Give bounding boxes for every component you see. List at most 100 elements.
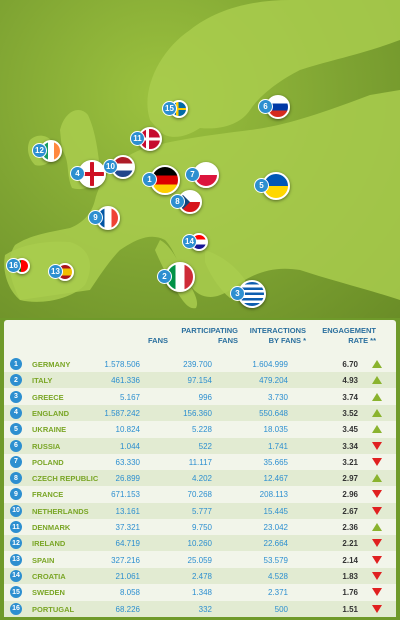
country-name: SWEDEN — [32, 588, 65, 597]
rank-badge: 7 — [10, 456, 22, 468]
map-rank-badge: 7 — [185, 167, 200, 182]
participating-fans-value: 332 — [199, 605, 212, 614]
column-header-engagement-rate: ENGAGEMENT RATE ** — [304, 326, 376, 346]
rank-badge: 1 — [10, 358, 22, 370]
table-row: 16 PORTUGAL 68.226 332 500 1.51 — [4, 601, 396, 617]
fans-value: 26.899 — [116, 474, 140, 483]
trend-up-icon — [372, 523, 382, 531]
interactions-value: 1.604.999 — [252, 360, 288, 369]
country-name: ITALY — [32, 376, 52, 385]
engagement-rate-value: 3.34 — [342, 442, 358, 451]
country-name: CROATIA — [32, 572, 66, 581]
interactions-value: 550.648 — [259, 409, 288, 418]
country-name: DENMARK — [32, 523, 70, 532]
table-row: 14 CROATIA 21.061 2.478 4.528 1.83 — [4, 568, 396, 584]
interactions-value: 1.741 — [268, 442, 288, 451]
fans-value: 13.161 — [116, 507, 140, 516]
table-row: 9 FRANCE 671.153 70.268 208.113 2.96 — [4, 486, 396, 502]
map-rank-badge: 16 — [6, 258, 21, 273]
map-rank-badge: 8 — [170, 194, 185, 209]
column-header-line: FANS — [160, 336, 238, 346]
interactions-value: 479.204 — [259, 376, 288, 385]
rank-badge: 13 — [10, 554, 22, 566]
participating-fans-value: 5.228 — [192, 425, 212, 434]
engagement-rate-value: 3.52 — [342, 409, 358, 418]
trend-up-icon — [372, 409, 382, 417]
rank-badge: 16 — [10, 603, 22, 615]
trend-down-icon — [372, 442, 382, 450]
table-row: 5 UKRAINE 10.824 5.228 18.035 3.45 — [4, 421, 396, 437]
map-rank-badge: 13 — [48, 264, 63, 279]
participating-fans-value: 9.750 — [192, 523, 212, 532]
interactions-value: 15.445 — [264, 507, 288, 516]
engagement-rate-value: 2.14 — [342, 556, 358, 565]
rank-badge: 3 — [10, 391, 22, 403]
participating-fans-value: 10.260 — [188, 539, 212, 548]
interactions-value: 2.371 — [268, 588, 288, 597]
country-name: GREECE — [32, 393, 64, 402]
trend-down-icon — [372, 490, 382, 498]
rank-badge: 9 — [10, 488, 22, 500]
table-row: 13 SPAIN 327.216 25.059 53.579 2.14 — [4, 552, 396, 568]
rank-badge: 11 — [10, 521, 22, 533]
engagement-rate-value: 2.97 — [342, 474, 358, 483]
fans-value: 1.578.506 — [104, 360, 140, 369]
country-name: NETHERLANDS — [32, 507, 89, 516]
country-name: UKRAINE — [32, 425, 66, 434]
country-name: GERMANY — [32, 360, 70, 369]
participating-fans-value: 996 — [199, 393, 212, 402]
interactions-value: 18.035 — [264, 425, 288, 434]
interactions-value: 4.528 — [268, 572, 288, 581]
participating-fans-value: 4.202 — [192, 474, 212, 483]
country-name: CZECH REPUBLIC — [32, 474, 98, 483]
map-rank-badge: 4 — [70, 166, 85, 181]
column-header-line: RATE ** — [304, 336, 376, 346]
fans-value: 63.330 — [116, 458, 140, 467]
engagement-rate-value: 2.21 — [342, 539, 358, 548]
trend-up-icon — [372, 393, 382, 401]
country-name: RUSSIA — [32, 442, 60, 451]
column-header-line: BY FANS * — [230, 336, 306, 346]
participating-fans-value: 70.268 — [188, 490, 212, 499]
participating-fans-value: 25.059 — [188, 556, 212, 565]
trend-up-icon — [372, 360, 382, 368]
map-rank-badge: 5 — [254, 178, 269, 193]
rank-badge: 4 — [10, 407, 22, 419]
table-row: 2 ITALY 461.336 97.154 479.204 4.93 — [4, 372, 396, 388]
rank-badge: 8 — [10, 472, 22, 484]
engagement-rate-value: 4.93 — [342, 376, 358, 385]
interactions-value: 208.113 — [260, 490, 288, 499]
participating-fans-value: 522 — [199, 442, 212, 451]
trend-down-icon — [372, 458, 382, 466]
interactions-value: 35.665 — [264, 458, 288, 467]
rank-badge: 15 — [10, 586, 22, 598]
interactions-value: 3.730 — [268, 393, 288, 402]
fans-value: 1.044 — [120, 442, 140, 451]
table-row: 10 NETHERLANDS 13.161 5.777 15.445 2.67 — [4, 503, 396, 519]
map-rank-badge: 9 — [88, 210, 103, 225]
trend-down-icon — [372, 556, 382, 564]
fans-value: 21.061 — [116, 572, 140, 581]
trend-down-icon — [372, 605, 382, 613]
participating-fans-value: 239.700 — [183, 360, 212, 369]
interactions-value: 22.664 — [264, 539, 288, 548]
engagement-table: FANS PARTICIPATING FANS INTERACTIONS BY … — [4, 320, 396, 617]
participating-fans-value: 5.777 — [192, 507, 212, 516]
map-rank-badge: 1 — [142, 172, 157, 187]
trend-down-icon — [372, 539, 382, 547]
engagement-rate-value: 6.70 — [342, 360, 358, 369]
fans-value: 68.226 — [116, 605, 140, 614]
engagement-rate-value: 3.45 — [342, 425, 358, 434]
column-header-line: PARTICIPATING — [160, 326, 238, 336]
fans-value: 37.321 — [116, 523, 140, 532]
table-row: 11 DENMARK 37.321 9.750 23.042 2.36 — [4, 519, 396, 535]
engagement-rate-value: 1.76 — [342, 588, 358, 597]
table-row: 8 CZECH REPUBLIC 26.899 4.202 12.467 2.97 — [4, 470, 396, 486]
engagement-rate-value: 1.51 — [342, 605, 358, 614]
participating-fans-value: 1.348 — [192, 588, 212, 597]
trend-down-icon — [372, 572, 382, 580]
column-header-participating-fans: PARTICIPATING FANS — [160, 326, 238, 346]
rank-badge: 2 — [10, 374, 22, 386]
engagement-rate-value: 3.21 — [342, 458, 358, 467]
rank-badge: 10 — [10, 505, 22, 517]
